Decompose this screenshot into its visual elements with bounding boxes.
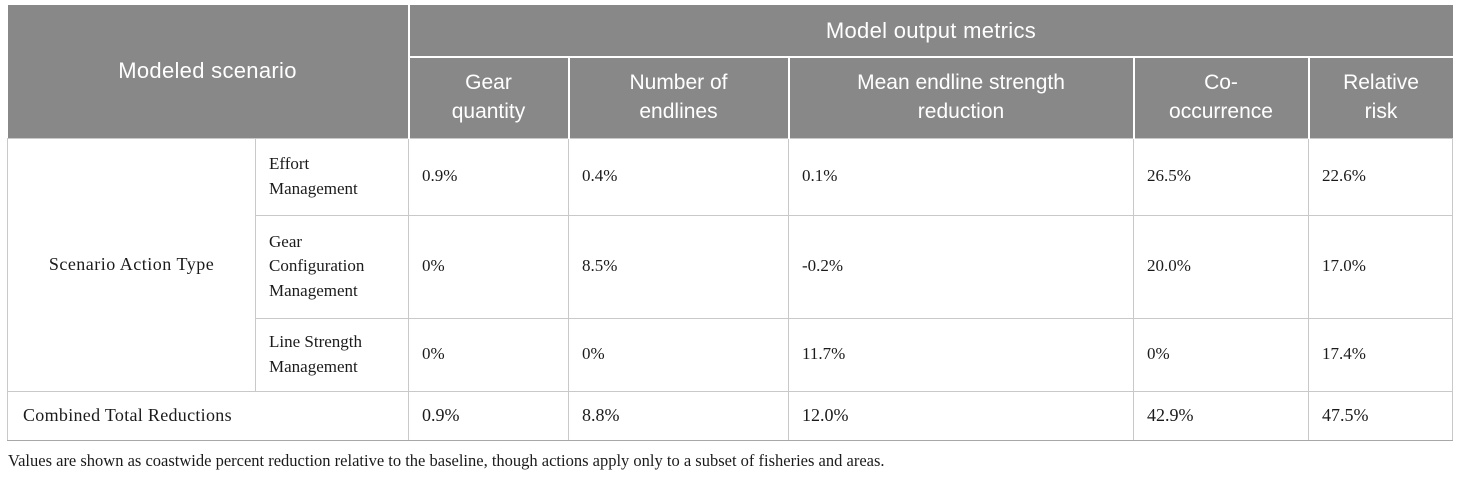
row-combined-total-reductions: Combined Total Reductions 0.9% 8.8% 12.0… [7, 390, 1453, 441]
value-cell: 22.6% [1308, 137, 1453, 216]
value-cell: 0.9% [408, 137, 569, 216]
value-cell: 0.9% [408, 390, 569, 441]
value-cell: 8.5% [568, 214, 789, 319]
col-header-relative-risk: Relative risk [1307, 56, 1453, 138]
value-cell: 17.4% [1308, 317, 1453, 392]
value-cell: 0% [408, 317, 569, 392]
value-cell: 0% [1133, 317, 1309, 392]
row-line-strength-management: Line Strength Management 0% 0% 11.7% 0% … [8, 317, 1453, 392]
row-label-line-strength-management: Line Strength Management [255, 317, 409, 392]
col-header-number-of-endlines: Number of endlines [567, 56, 789, 138]
row-label-combined-total-reductions: Combined Total Reductions [7, 390, 409, 441]
row-effort-management: Scenario Action Type Effort Management 0… [7, 137, 1453, 392]
value-cell: 0.4% [568, 137, 789, 216]
value-cell: 11.7% [788, 317, 1134, 392]
value-cell: -0.2% [788, 214, 1134, 319]
col-header-gear-quantity: Gear quantity [407, 56, 569, 138]
col-header-co-occurrence: Co- occurrence [1132, 56, 1309, 138]
table-header: Modeled scenario Model output metrics Ge… [7, 5, 1453, 138]
row-label-gear-configuration-management: Gear Configuration Management [255, 214, 409, 319]
col-header-mean-endline-strength-reduction: Mean endline strength reduction [787, 56, 1134, 138]
value-cell: 0.1% [788, 137, 1134, 216]
value-cell: 12.0% [788, 390, 1134, 441]
results-table: Modeled scenario Model output metrics Ge… [7, 5, 1453, 441]
value-cell: 0% [408, 214, 569, 319]
value-cell: 26.5% [1133, 137, 1309, 216]
value-cell: 47.5% [1308, 390, 1453, 441]
table-footnote: Values are shown as coastwide percent re… [8, 450, 885, 470]
value-cell: 42.9% [1133, 390, 1309, 441]
value-cell: 20.0% [1133, 214, 1309, 319]
row-gear-configuration-management: Gear Configuration Management 0% 8.5% -0… [8, 214, 1453, 319]
header-modeled-scenario: Modeled scenario [7, 5, 409, 138]
value-cell: 8.8% [568, 390, 789, 441]
table-body: Scenario Action Type Effort Management 0… [7, 137, 1453, 441]
row-group-label-scenario-action-type: Scenario Action Type [7, 137, 256, 392]
value-cell: 0% [568, 317, 789, 392]
header-model-output-metrics: Model output metrics [407, 5, 1453, 57]
row-label-effort-management: Effort Management [255, 137, 409, 216]
value-cell: 17.0% [1308, 214, 1453, 319]
